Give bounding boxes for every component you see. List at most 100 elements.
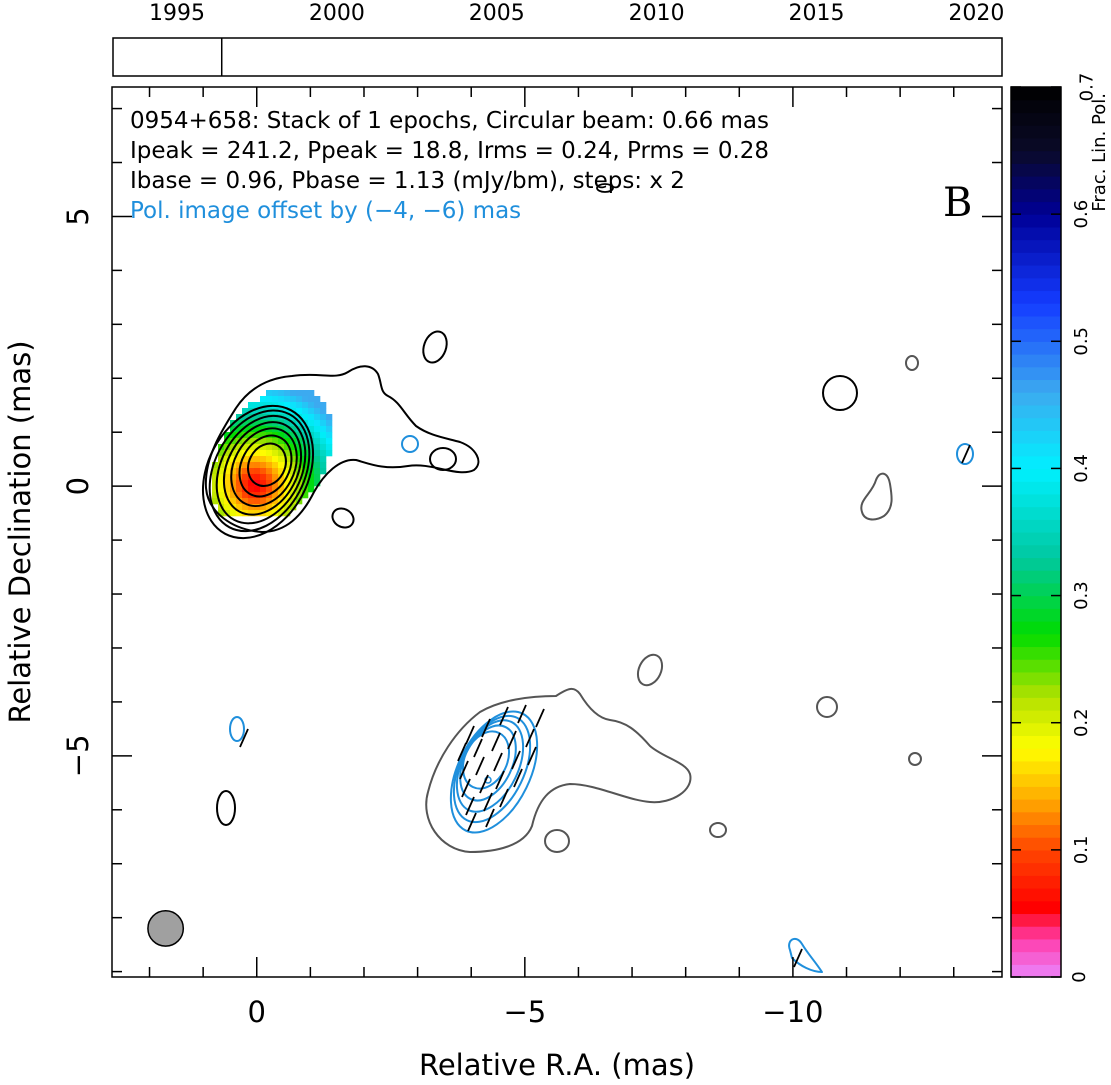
colorbar-band [1011,659,1061,673]
fpol-pixel [242,468,249,475]
colorbar-band [1011,582,1061,597]
fpol-pixel [254,486,261,493]
evpa-tick [495,770,505,790]
fpol-pixel [284,408,291,415]
colorbar-band [1011,328,1061,342]
fpol-pixel [296,408,303,415]
evpa-tick [535,708,545,728]
fpol-pixel [266,444,273,451]
fpol-pixel [308,420,315,427]
fpol-pixel [266,498,273,505]
fpol-pixel [320,402,327,409]
fpol-pixel [302,480,309,487]
fpol-pixel [272,390,279,397]
fpol-pixel [218,450,225,457]
evpa-tick [493,752,503,772]
fpol-pixel [272,438,279,445]
fpol-pixel [260,444,267,451]
fpol-pixel [230,498,237,505]
colorbar-band [1011,341,1061,355]
fpol-pixel [302,438,309,445]
fpol-pixel [302,396,309,403]
colorbar-tick-label: 0.4 [1071,454,1092,483]
fpol-pixel [284,486,291,493]
colorbar-band [1011,811,1061,826]
evpa-tick [499,788,509,808]
offset-stokes-i-contour [544,829,570,853]
fpol-pixel [254,408,261,415]
fpol-pixel [284,510,291,517]
offset-stokes-i-contour [816,696,838,718]
colorbar-tick-label: 0.1 [1071,836,1092,865]
colorbar-band [1011,125,1061,139]
fpol-pixel [248,432,255,439]
fpol-pixel [242,420,249,427]
evpa-tick [457,742,467,762]
fpol-pixel [302,492,309,499]
fpol-pixel [278,450,285,457]
fpol-pixel [272,450,279,457]
colorbar-band [1011,188,1061,203]
fpol-pixel [266,390,273,397]
fpol-pixel [326,438,333,445]
plot-frame [111,86,1003,978]
fpol-pixel [314,426,321,433]
fpol-pixel [278,402,285,409]
fpol-pixel [272,492,279,499]
colorbar-band [1011,532,1061,546]
pol-offset-note: Pol. image offset by (−4, −6) mas [130,198,521,224]
fpol-pixel [326,444,333,451]
fpol-pixel [296,396,303,403]
fpol-pixel [308,456,315,463]
fpol-pixel [284,402,291,409]
fpol-pixel [260,486,267,493]
fpol-pixel [260,498,267,505]
colorbar-band [1011,900,1061,915]
timeline-tick-label: 2005 [469,1,525,26]
fpol-pixel [254,498,261,505]
colorbar-band [1011,824,1061,838]
fpol-pixel [242,444,249,451]
pol-contour [229,716,245,742]
colorbar-band [1011,570,1061,584]
fpol-pixel [236,420,243,427]
fpol-pixel [236,456,243,463]
evpa-tick [507,730,517,750]
fpol-pixel [296,462,303,469]
fpol-pixel [260,462,267,469]
x-axis-label: Relative R.A. (mas) [419,1048,695,1082]
fpol-pixel [314,468,321,475]
fpol-pixel [242,498,249,505]
fpol-pixel [242,474,249,481]
fpol-pixel [254,474,261,481]
panel-letter: B [943,180,972,226]
fpol-pixel [242,408,249,415]
evpa-tick [961,444,971,464]
fpol-pixel [212,498,219,505]
fpol-pixel [266,462,273,469]
pol-contour [461,730,511,790]
fpol-pixel [284,504,291,511]
stokes-i-contour [230,427,298,508]
evpa-tick [465,725,475,745]
fpol-pixel [266,486,273,493]
colorbar-band [1011,87,1061,101]
evpa-tick [481,718,491,738]
colorbar-band [1011,710,1061,724]
fpol-pixel [272,468,279,475]
colorbar-band [1011,315,1061,330]
fpol-pixel [260,432,267,439]
epoch-timeline: 1995 2000 2005 2010 2015 2020 [112,1,1004,77]
colorbar-tick-label: 0.3 [1071,581,1092,610]
stokes-i-contour [247,442,287,487]
fpol-pixel [320,420,327,427]
fpol-pixel [296,492,303,499]
stokes-i-contour [208,409,311,533]
fpol-pixel [272,420,279,427]
fpol-pixel [212,474,219,481]
fpol-pixel [230,450,237,457]
colorbar-band [1011,493,1061,508]
colorbar-band [1011,697,1061,711]
evpa-tick [525,728,535,748]
fpol-pixel [296,432,303,439]
